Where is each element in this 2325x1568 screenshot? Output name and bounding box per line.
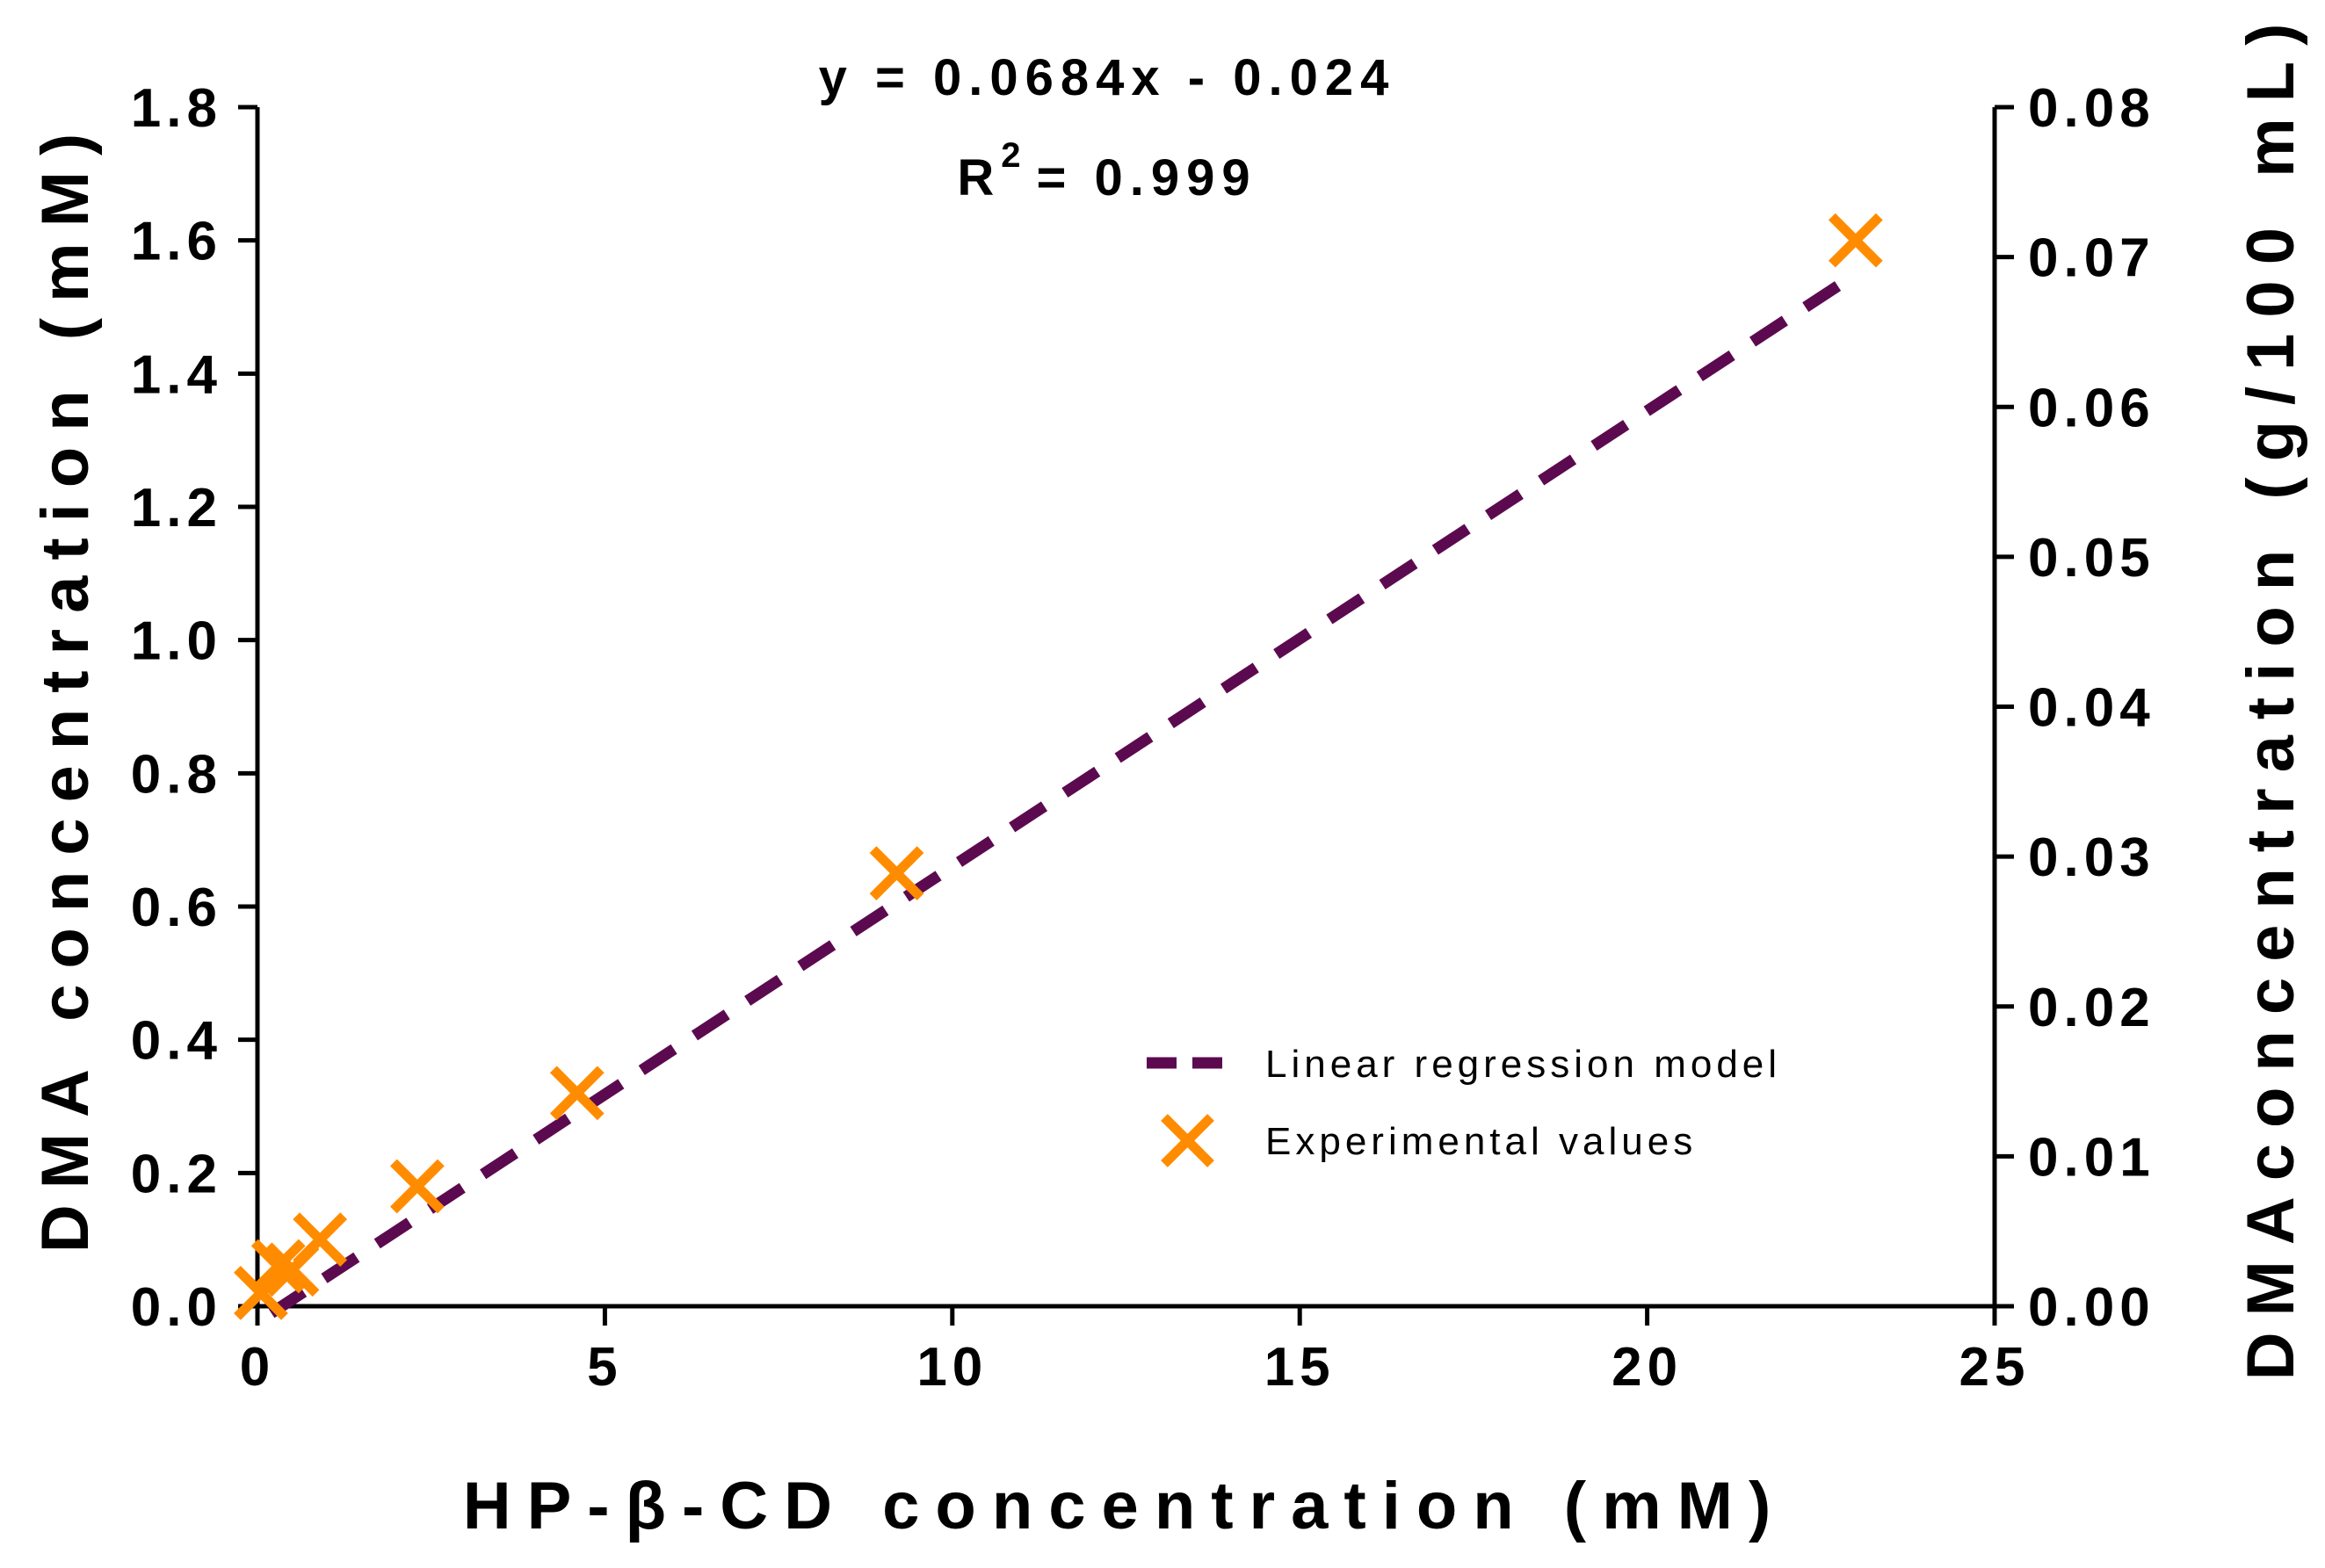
x-tick-label: 15 [1264,1337,1336,1398]
r-squared-exponent: 2 [1001,136,1027,175]
y2-tick-label: 0.02 [2028,978,2155,1038]
data-point-marker [250,1239,306,1294]
x-tick-label: 5 [587,1337,622,1398]
y2-axis-title: DMAconcentration (g/100 mL) [2234,8,2308,1381]
r-squared: R2 = 0.999 [957,136,1257,206]
data-point-marker [234,1265,288,1320]
marker-stroke [869,846,924,900]
marker-stroke [250,1239,306,1294]
marker-stroke [389,1159,445,1214]
legend-label-regression: Linear regression model [1265,1043,1781,1086]
y2-tick-label: 0.05 [2028,528,2155,589]
data-point-marker [293,1212,348,1268]
axes-group: 0 5 10 15 20 25 0.0 0.2 0.4 0.6 0.8 1.0 1.2 1.4 1.6 1.8… [131,78,2155,1398]
x-tick-label: 0 [240,1337,275,1398]
r-squared-value: = 0.999 [1037,149,1257,206]
marker-stroke [234,1265,288,1320]
marker-stroke [1828,213,1883,268]
y-tick-label: 0.0 [131,1277,222,1338]
y2-tick-label: 0.06 [2028,378,2155,438]
y-tick-label: 0.8 [131,744,222,805]
series-group [234,213,1883,1320]
y-tick-label: 0.6 [131,878,222,938]
x-axis-title: HP-β-CD concentration (mM) [463,1469,1787,1543]
x-tick-label: 10 [916,1337,988,1398]
y2-tick-label: 0.07 [2028,228,2155,289]
y-tick-label: 1.2 [131,478,222,538]
legend: Linear regression model Experimental val… [1147,1043,1781,1167]
data-point-marker [389,1159,445,1214]
y-tick-label: 0.2 [131,1144,222,1204]
y-tick-label: 0.4 [131,1011,222,1072]
marker-stroke [293,1212,348,1268]
data-point-marker [549,1066,605,1121]
y-tick-label: 1.0 [131,611,222,672]
y2-tick-label: 0.08 [2028,78,2155,139]
y-tick-label: 1.4 [131,344,222,405]
legend-x-swatch [1161,1114,1214,1167]
r-squared-label: R [957,149,1001,206]
y2-tick-label: 0.03 [2028,827,2155,888]
marker-stroke [549,1066,605,1121]
annotations-group: y = 0.0684x - 0.024 R2 = 0.999 HP-β-CD co… [28,8,2308,1543]
y2-tick-label: 0.04 [2028,678,2155,739]
x-tick-label: 25 [1959,1337,2031,1398]
y2-tick-label: 0.00 [2028,1277,2155,1338]
x-tick-label: 20 [1612,1337,1683,1398]
y2-tick-label: 0.01 [2028,1127,2155,1188]
y-tick-label: 1.8 [131,78,222,139]
regression-equation: y = 0.0684x - 0.024 [819,49,1396,106]
data-point-marker [1828,213,1883,268]
legend-label-experimental: Experimental values [1265,1120,1697,1163]
y-tick-label: 1.6 [131,212,222,272]
data-point-marker [869,846,924,900]
y-axis-title: DMA concentration (mM) [28,118,103,1254]
